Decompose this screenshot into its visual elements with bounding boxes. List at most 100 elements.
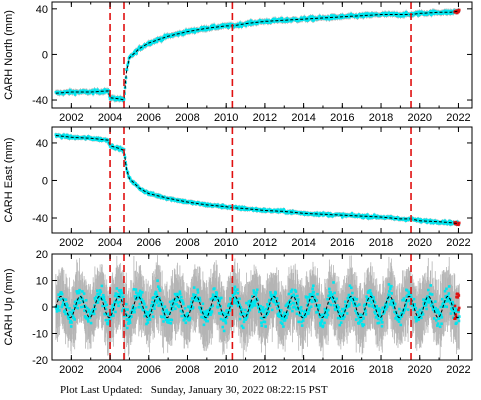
data-point bbox=[102, 298, 106, 302]
data-point bbox=[106, 139, 110, 142]
data-point bbox=[101, 293, 105, 297]
data-point bbox=[103, 304, 107, 308]
data-point bbox=[139, 296, 142, 299]
data-point bbox=[141, 47, 144, 50]
data-point bbox=[122, 307, 125, 311]
data-point bbox=[303, 213, 306, 216]
data-point bbox=[121, 147, 124, 151]
data-point bbox=[78, 301, 82, 304]
data-point bbox=[367, 12, 371, 16]
data-point bbox=[361, 13, 364, 17]
data-point bbox=[146, 42, 150, 46]
data-point bbox=[63, 309, 67, 312]
data-point bbox=[445, 9, 449, 13]
data-point bbox=[348, 15, 352, 19]
data-point bbox=[118, 293, 122, 296]
data-point bbox=[333, 17, 337, 20]
data-point bbox=[102, 295, 106, 299]
data-point bbox=[76, 306, 80, 310]
data-point bbox=[68, 307, 71, 310]
data-point bbox=[328, 212, 332, 215]
data-point bbox=[190, 28, 194, 31]
data-point bbox=[147, 310, 150, 314]
data-point bbox=[416, 14, 420, 17]
data-point bbox=[129, 311, 133, 314]
data-point bbox=[123, 324, 127, 327]
data-point bbox=[244, 24, 248, 28]
x-tick-label: 2004 bbox=[98, 237, 122, 249]
data-point bbox=[253, 20, 257, 23]
data-point bbox=[146, 321, 150, 324]
data-point bbox=[229, 22, 233, 26]
data-point bbox=[280, 16, 284, 20]
data-point bbox=[125, 326, 129, 330]
data-point bbox=[73, 318, 76, 321]
data-point bbox=[446, 222, 449, 226]
data-point bbox=[284, 20, 288, 23]
data-point bbox=[127, 322, 130, 325]
data-point bbox=[227, 26, 230, 29]
data-point bbox=[240, 205, 244, 209]
data-point bbox=[116, 147, 120, 151]
data-point bbox=[71, 91, 75, 95]
x-tick-label: 2014 bbox=[291, 237, 315, 249]
data-point bbox=[89, 321, 93, 325]
data-point bbox=[126, 62, 130, 66]
data-point bbox=[138, 302, 142, 306]
data-point bbox=[189, 30, 193, 33]
data-point bbox=[443, 221, 446, 225]
data-point bbox=[61, 301, 65, 304]
data-point bbox=[118, 95, 122, 99]
data-point bbox=[131, 304, 135, 308]
data-point bbox=[139, 48, 142, 51]
data-point bbox=[389, 215, 393, 218]
data-point bbox=[132, 288, 136, 291]
data-point bbox=[114, 147, 117, 151]
data-point bbox=[430, 12, 434, 16]
data-point bbox=[357, 213, 361, 216]
data-point bbox=[243, 205, 246, 209]
data-point bbox=[301, 18, 304, 22]
data-point bbox=[73, 304, 76, 308]
data-point bbox=[73, 91, 77, 95]
x-tick-label: 2022 bbox=[446, 112, 470, 124]
data-point bbox=[145, 322, 148, 326]
data-point bbox=[144, 310, 148, 314]
data-point bbox=[130, 315, 133, 318]
x-tick-label: 2002 bbox=[59, 112, 83, 124]
data-point bbox=[155, 40, 159, 44]
x-tick-label: 2020 bbox=[407, 112, 431, 124]
data-point bbox=[60, 292, 64, 296]
data-point bbox=[166, 33, 169, 37]
data-point bbox=[113, 294, 117, 298]
data-point bbox=[254, 207, 258, 210]
data-point bbox=[72, 316, 76, 320]
data-point bbox=[128, 318, 132, 322]
data-point bbox=[62, 297, 66, 301]
data-point bbox=[83, 135, 87, 139]
data-point bbox=[68, 310, 72, 314]
data-point bbox=[211, 26, 214, 30]
data-point bbox=[145, 189, 148, 193]
data-point bbox=[266, 21, 270, 24]
data-point bbox=[442, 12, 445, 15]
data-point bbox=[282, 208, 286, 211]
data-point bbox=[150, 310, 154, 314]
data-point bbox=[117, 289, 121, 292]
data-point bbox=[96, 292, 99, 296]
data-point bbox=[114, 96, 117, 100]
data-point bbox=[128, 321, 132, 325]
panel-3: 2002 2004 2006 2008 2010 2012 2014 2016 2018 2020… bbox=[3, 249, 473, 376]
y-tick-label: 40 bbox=[36, 138, 48, 150]
data-point bbox=[404, 10, 408, 14]
data-point bbox=[258, 18, 262, 22]
data-point bbox=[431, 219, 435, 223]
data-point bbox=[150, 303, 153, 307]
data-point bbox=[127, 174, 130, 178]
data-point bbox=[134, 306, 137, 310]
data-point bbox=[416, 219, 419, 222]
data-point bbox=[328, 16, 332, 20]
recent-data-point bbox=[457, 221, 461, 225]
data-point bbox=[78, 288, 81, 292]
data-point bbox=[263, 207, 267, 211]
